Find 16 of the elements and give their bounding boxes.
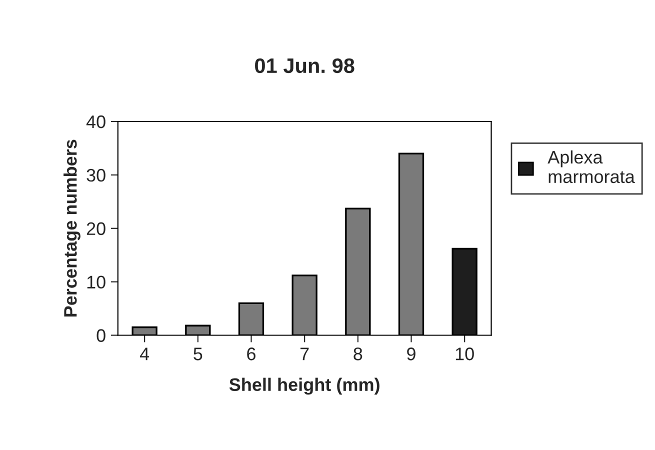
y-tick-label: 40	[86, 115, 106, 128]
y-axis-title: Percentage numbers	[64, 140, 80, 316]
x-axis-title: Shell height (mm)	[229, 378, 380, 395]
legend-label: Aplexa marmorata	[548, 150, 635, 184]
y-tick-label: 20	[86, 222, 106, 236]
x-tick-label: 7	[300, 348, 309, 360]
x-tick-label: 9	[407, 348, 416, 360]
x-tick-label: 10	[456, 348, 474, 360]
x-tick-label: 4	[140, 348, 150, 360]
chart-title: 01 Jun. 98	[255, 58, 354, 74]
x-tick-label: 6	[247, 348, 256, 360]
y-tick-label: 30	[86, 168, 106, 182]
y-tick-label: 10	[87, 276, 106, 289]
y-tick-label: 0	[96, 329, 106, 342]
x-tick-label: 8	[354, 348, 362, 360]
x-tick-label: 5	[194, 348, 202, 360]
